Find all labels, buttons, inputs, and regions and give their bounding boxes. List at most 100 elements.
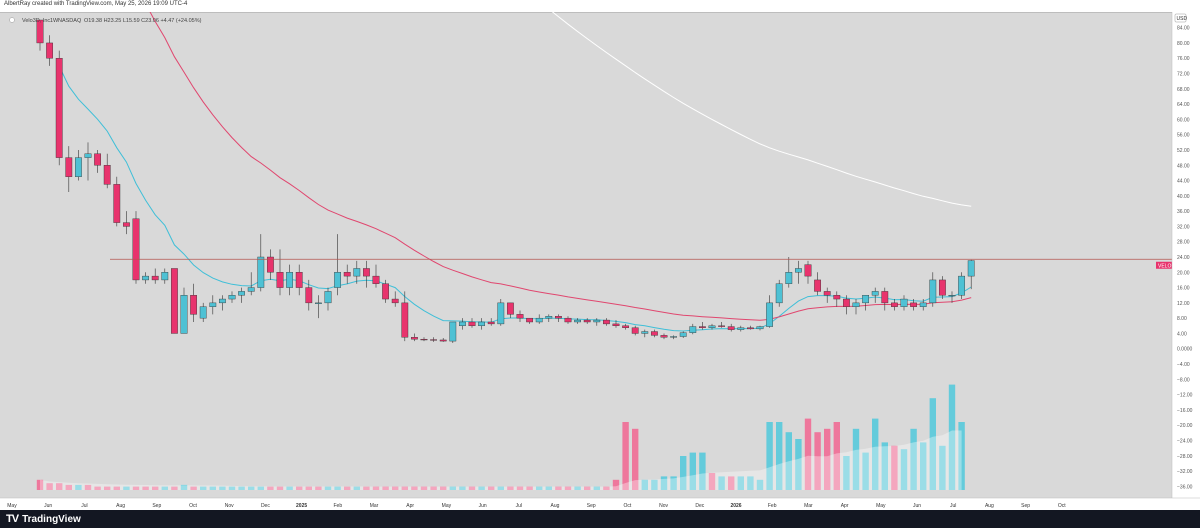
y-tick-label: 28.00: [1177, 240, 1190, 246]
candle-body: [507, 302, 514, 315]
volume-bar: [440, 486, 447, 490]
volume-bar: [315, 486, 322, 490]
volume-bar: [152, 486, 159, 490]
footer-bar: TV TradingView: [0, 510, 1200, 528]
candle-body: [929, 279, 937, 304]
volume-bar: [939, 445, 946, 490]
candle-body: [775, 283, 783, 304]
candle-body: [94, 153, 102, 166]
volume-bar: [718, 476, 725, 490]
x-tick-label: 2025: [296, 503, 307, 509]
candle-body: [468, 321, 476, 327]
volume-bar: [641, 479, 648, 490]
volume-bar: [344, 486, 351, 490]
candle-body: [228, 295, 236, 300]
volume-bar: [488, 486, 495, 490]
candle-body: [305, 287, 313, 304]
tradingview-logo[interactable]: TV TradingView: [6, 513, 81, 525]
candle-body: [238, 291, 245, 296]
y-tick-label: 32.00: [1177, 224, 1190, 230]
candle-body: [46, 42, 54, 59]
candle-body: [487, 321, 495, 325]
volume-bar: [852, 428, 860, 490]
candle-body: [900, 298, 908, 307]
volume-bar: [286, 486, 293, 490]
price-chart[interactable]: Velo3D, Inc.1W NASDAQ O19.38 H23.25 L15.59…: [0, 12, 1200, 510]
ema-mid-line: [149, 12, 972, 321]
y-tick-label: −36.00: [1177, 484, 1193, 490]
volume-bar: [536, 486, 543, 490]
candle-body: [766, 302, 774, 327]
volume-bar: [267, 486, 274, 490]
candle-layer: [36, 19, 975, 344]
candle-body: [276, 272, 284, 288]
volume-bar: [910, 428, 917, 490]
candle-body: [737, 327, 745, 330]
x-tick-label: Mar: [370, 503, 379, 509]
candle-body: [295, 272, 303, 288]
candle-body: [891, 302, 898, 307]
y-tick-label: 8.00: [1177, 316, 1187, 322]
volume-bar: [430, 486, 437, 490]
volume-bar: [593, 486, 600, 490]
candle-body: [699, 326, 706, 328]
candle-body: [420, 338, 428, 341]
candle-body: [151, 275, 159, 281]
candle-body: [689, 326, 697, 333]
x-tick-label: Feb: [768, 503, 777, 509]
volume-bar: [449, 486, 456, 490]
volume-bar: [401, 486, 408, 490]
y-tick-label: −8.00: [1177, 377, 1190, 383]
y-tick-label: 52.00: [1177, 148, 1190, 154]
volume-bar: [46, 483, 53, 490]
volume-bar: [382, 486, 389, 490]
candle-body: [142, 275, 149, 281]
candle-body: [804, 264, 812, 277]
candle-body: [622, 325, 630, 328]
time-axis: May Jun Jul Aug Sep Oct Nov Dec 2025 Feb Mar Apr May…: [0, 497, 1200, 510]
candle-body: [449, 321, 457, 342]
volume-bar: [785, 432, 792, 490]
candle-body: [814, 279, 822, 292]
volume-bar: [324, 486, 332, 490]
volume-bar: [680, 456, 687, 490]
x-tick-label: Sep: [587, 503, 596, 509]
x-tick-label: Jun: [44, 503, 52, 509]
y-tick-label: −16.00: [1177, 408, 1193, 414]
tradingview-logo-icon: TV: [6, 513, 19, 525]
candle-body: [555, 316, 562, 319]
volume-bar: [958, 422, 965, 490]
volume-bar: [584, 486, 591, 490]
y-tick-label: 56.00: [1177, 133, 1190, 139]
y-tick-label: −28.00: [1177, 454, 1193, 460]
candle-body: [132, 218, 140, 281]
volume-bar: [948, 384, 956, 490]
candle-body: [651, 331, 658, 336]
candle-body: [286, 272, 293, 288]
candle-body: [747, 327, 754, 330]
candle-body: [910, 302, 918, 307]
volume-bar: [651, 479, 658, 490]
y-tick-label: 64.00: [1177, 102, 1190, 108]
y-tick-label: −12.00: [1177, 393, 1193, 399]
candle-body: [516, 314, 524, 319]
y-tick-label: 76.00: [1177, 56, 1190, 62]
volume-bar: [670, 476, 677, 490]
candle-body: [199, 306, 207, 319]
brand-name: TradingView: [22, 513, 81, 525]
candle-body: [459, 321, 466, 327]
volume-bar: [526, 486, 533, 490]
candle-body: [718, 325, 726, 327]
x-tick-label: 2026: [730, 503, 741, 509]
volume-layer: [36, 384, 965, 490]
volume-ma-area: [40, 430, 962, 490]
candle-body: [564, 317, 572, 323]
candle-body: [612, 323, 620, 327]
volume-bar: [632, 428, 639, 490]
candle-body: [382, 283, 389, 300]
volume-bar: [459, 486, 466, 490]
y-tick-label: −24.00: [1177, 438, 1193, 444]
candle-body: [939, 279, 946, 296]
volume-bar: [516, 486, 524, 490]
candle-body: [708, 325, 716, 328]
